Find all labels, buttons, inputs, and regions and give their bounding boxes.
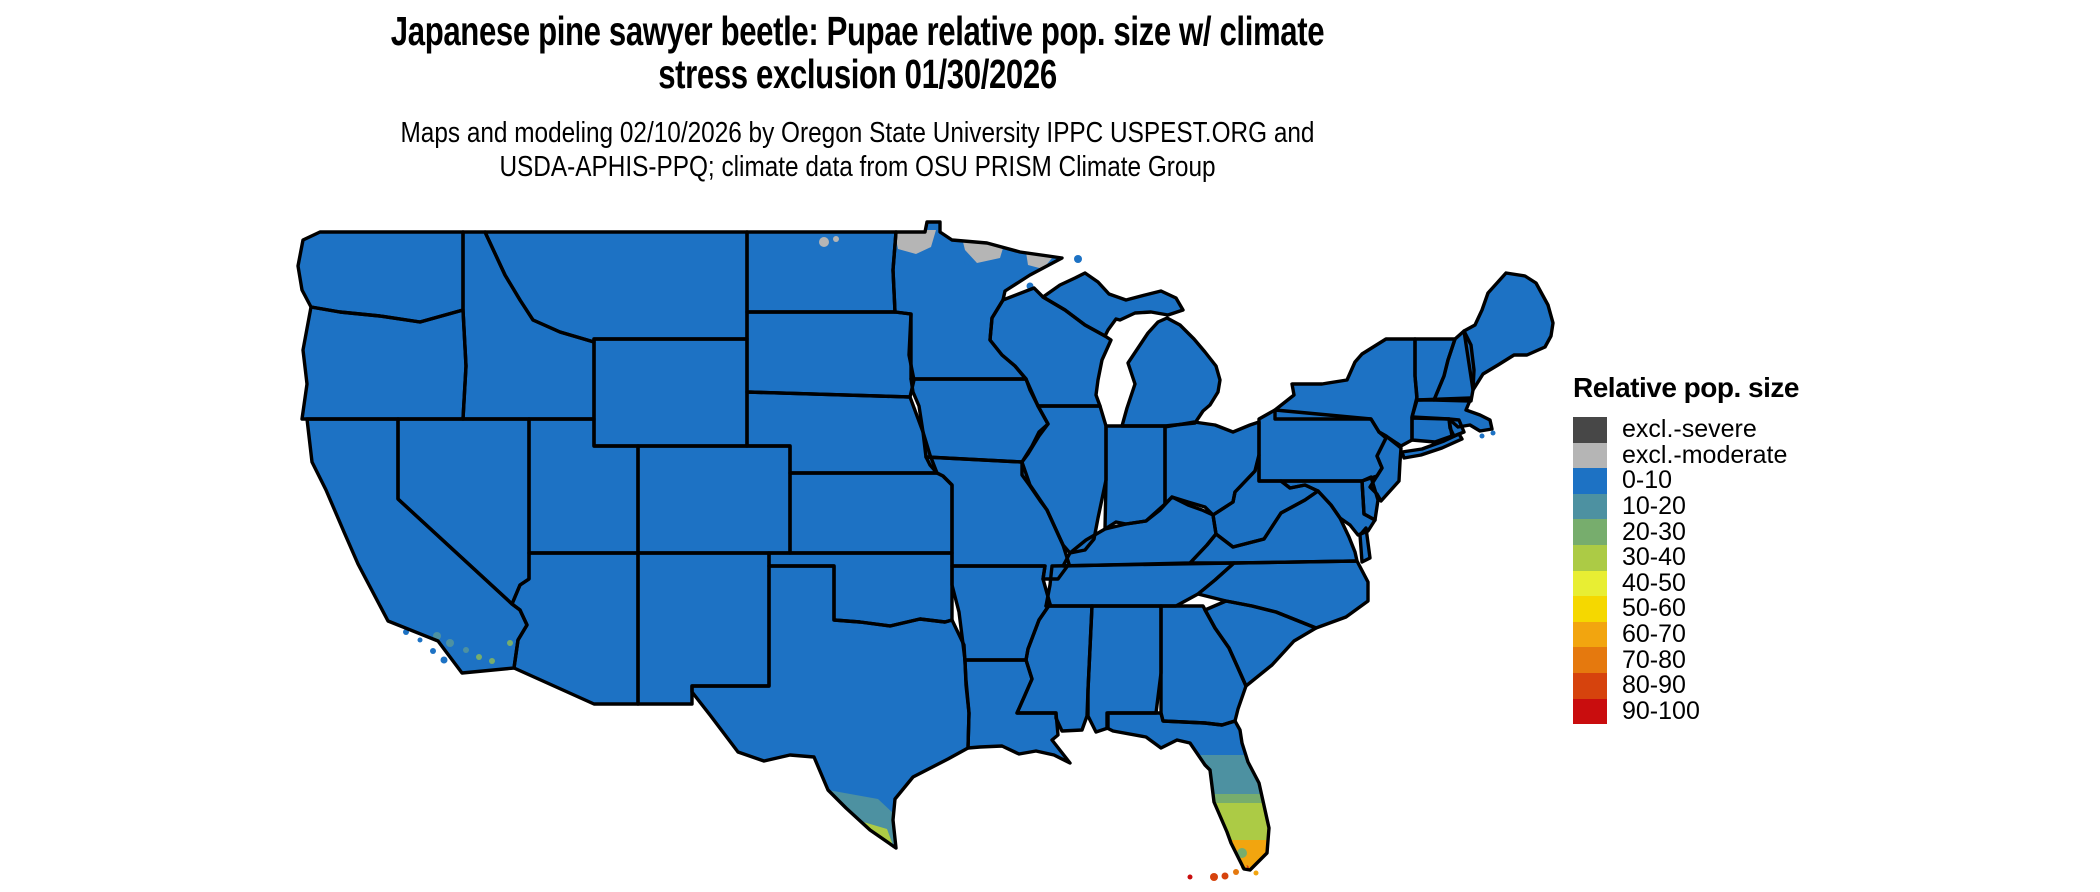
isle-royale-island — [1074, 255, 1082, 263]
lake-island — [964, 259, 970, 265]
legend-swatch — [1573, 493, 1607, 520]
legend-item-label: 50-60 — [1622, 594, 1686, 623]
map-title-line1: Japanese pine sawyer beetle: Pupae relat… — [390, 8, 1325, 54]
channel-island — [430, 648, 436, 654]
legend-item: 80-90 — [1573, 673, 1993, 699]
legend-swatch — [1573, 519, 1607, 545]
legend-swatch — [1573, 698, 1607, 725]
state-arizona — [512, 553, 638, 704]
legend-swatch — [1573, 442, 1607, 469]
states-fill-layer — [298, 222, 1553, 870]
legend-item: 20-30 — [1573, 519, 1993, 545]
legend-swatch — [1573, 647, 1607, 673]
legend-item-label: 10-20 — [1622, 492, 1686, 521]
legend-swatch — [1573, 468, 1607, 494]
legend-item: 50-60 — [1573, 596, 1993, 622]
map-title: Japanese pine sawyer beetle: Pupae relat… — [0, 10, 1715, 96]
map-title-line2: stress exclusion 01/30/2026 — [658, 51, 1057, 97]
legend-items: excl.-severe excl.-moderate 0-10 10-20 20-30… — [1573, 417, 1993, 725]
state-new-mexico — [638, 553, 769, 704]
legend-swatch — [1573, 417, 1607, 443]
legend-item-label: 80-90 — [1622, 671, 1686, 700]
legend-item: 30-40 — [1573, 545, 1993, 571]
marthas-vineyard-island — [1479, 433, 1485, 439]
legend-item: 90-100 — [1573, 696, 1993, 725]
legend-item-label: 40-50 — [1622, 568, 1686, 597]
excl-moderate-region-north-dakota — [819, 236, 839, 247]
legend-item-label: 60-70 — [1622, 620, 1686, 649]
legend-swatch — [1573, 621, 1607, 648]
region-south-florida-gradient — [1150, 755, 1269, 870]
state-iowa — [911, 379, 1048, 462]
legend-item-label: 20-30 — [1622, 517, 1686, 546]
state-oregon — [302, 307, 466, 419]
legend-swatch — [1573, 544, 1607, 571]
legend-item-label: excl.-moderate — [1622, 440, 1788, 469]
us-map-svg — [296, 220, 1555, 881]
state-colorado — [638, 446, 790, 553]
legend-item-label: 90-100 — [1622, 696, 1700, 725]
map-subtitle-line1: Maps and modeling 02/10/2026 by Oregon S… — [400, 117, 1315, 149]
state-wyoming — [594, 339, 747, 446]
legend: Relative pop. size excl.-severe excl.-mod… — [1573, 372, 1993, 725]
legend-item: 60-70 — [1573, 622, 1993, 648]
legend-item: excl.-severe — [1573, 417, 1993, 443]
legend-item-label: excl.-severe — [1622, 415, 1757, 444]
legend-item: 10-20 — [1573, 494, 1993, 520]
legend-item-label: 30-40 — [1622, 543, 1686, 572]
map-subtitle-line2: USDA-APHIS-PPQ; climate data from OSU PR… — [499, 151, 1216, 183]
legend-swatch — [1573, 596, 1607, 622]
legend-item-label: 70-80 — [1622, 645, 1686, 674]
us-choropleth-map — [230, 170, 1570, 892]
legend-title: Relative pop. size — [1573, 372, 1799, 403]
legend-swatch — [1573, 570, 1607, 597]
legend-swatch — [1573, 672, 1607, 699]
legend-item: 70-80 — [1573, 647, 1993, 673]
legend-item: 0-10 — [1573, 468, 1993, 494]
nantucket-island — [1490, 430, 1496, 436]
state-south-dakota — [747, 312, 914, 397]
state-tennessee — [1046, 563, 1234, 606]
map-subtitle: Maps and modeling 02/10/2026 by Oregon S… — [0, 116, 1715, 184]
legend-item: excl.-moderate — [1573, 440, 1993, 469]
channel-island — [417, 637, 423, 643]
channel-island — [440, 656, 448, 664]
state-kansas — [790, 473, 952, 553]
legend-item: 40-50 — [1573, 568, 1993, 597]
legend-item-label: 0-10 — [1622, 466, 1673, 495]
